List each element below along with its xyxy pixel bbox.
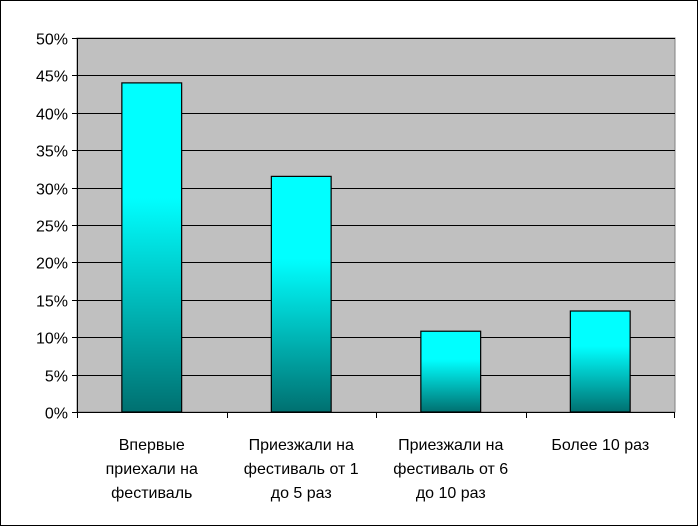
y-tick-label: 20% [36, 256, 68, 273]
y-tick-label: 50% [36, 32, 68, 49]
category-label: Приезжали на фестиваль от 1 до 5 раз [244, 437, 359, 502]
category-label-line: фестиваль [111, 485, 192, 502]
category-label-line: до 10 раз [416, 485, 486, 502]
category-label-line: приехали на [106, 461, 198, 478]
bar [420, 330, 482, 413]
bar [270, 175, 332, 413]
category-label-line: до 5 раз [271, 485, 332, 502]
category-label-line: фестиваль от 1 [244, 461, 359, 478]
bar [569, 310, 631, 413]
category-label-line: Впервые [119, 437, 185, 454]
category-label: Впервые приехали на фестиваль [106, 437, 198, 502]
bar [121, 82, 183, 413]
category-label: Более 10 раз [551, 437, 649, 454]
y-tick-label: 5% [45, 369, 68, 386]
y-tick-label: 35% [36, 144, 68, 161]
category-label-line: Приезжали на [249, 437, 354, 454]
category-label: Приезжали на фестиваль от 6 до 10 раз [393, 437, 508, 502]
category-label-line: Более 10 раз [551, 437, 649, 454]
y-tick-label: 45% [36, 69, 68, 86]
y-tick-label: 40% [36, 107, 68, 124]
category-label-line: Приезжали на [398, 437, 503, 454]
y-tick-label: 10% [36, 331, 68, 348]
y-tick-label: 25% [36, 219, 68, 236]
y-tick-label: 0% [45, 406, 68, 423]
y-tick-label: 30% [36, 182, 68, 199]
y-tick-label: 15% [36, 294, 68, 311]
category-label-line: фестиваль от 6 [393, 461, 508, 478]
